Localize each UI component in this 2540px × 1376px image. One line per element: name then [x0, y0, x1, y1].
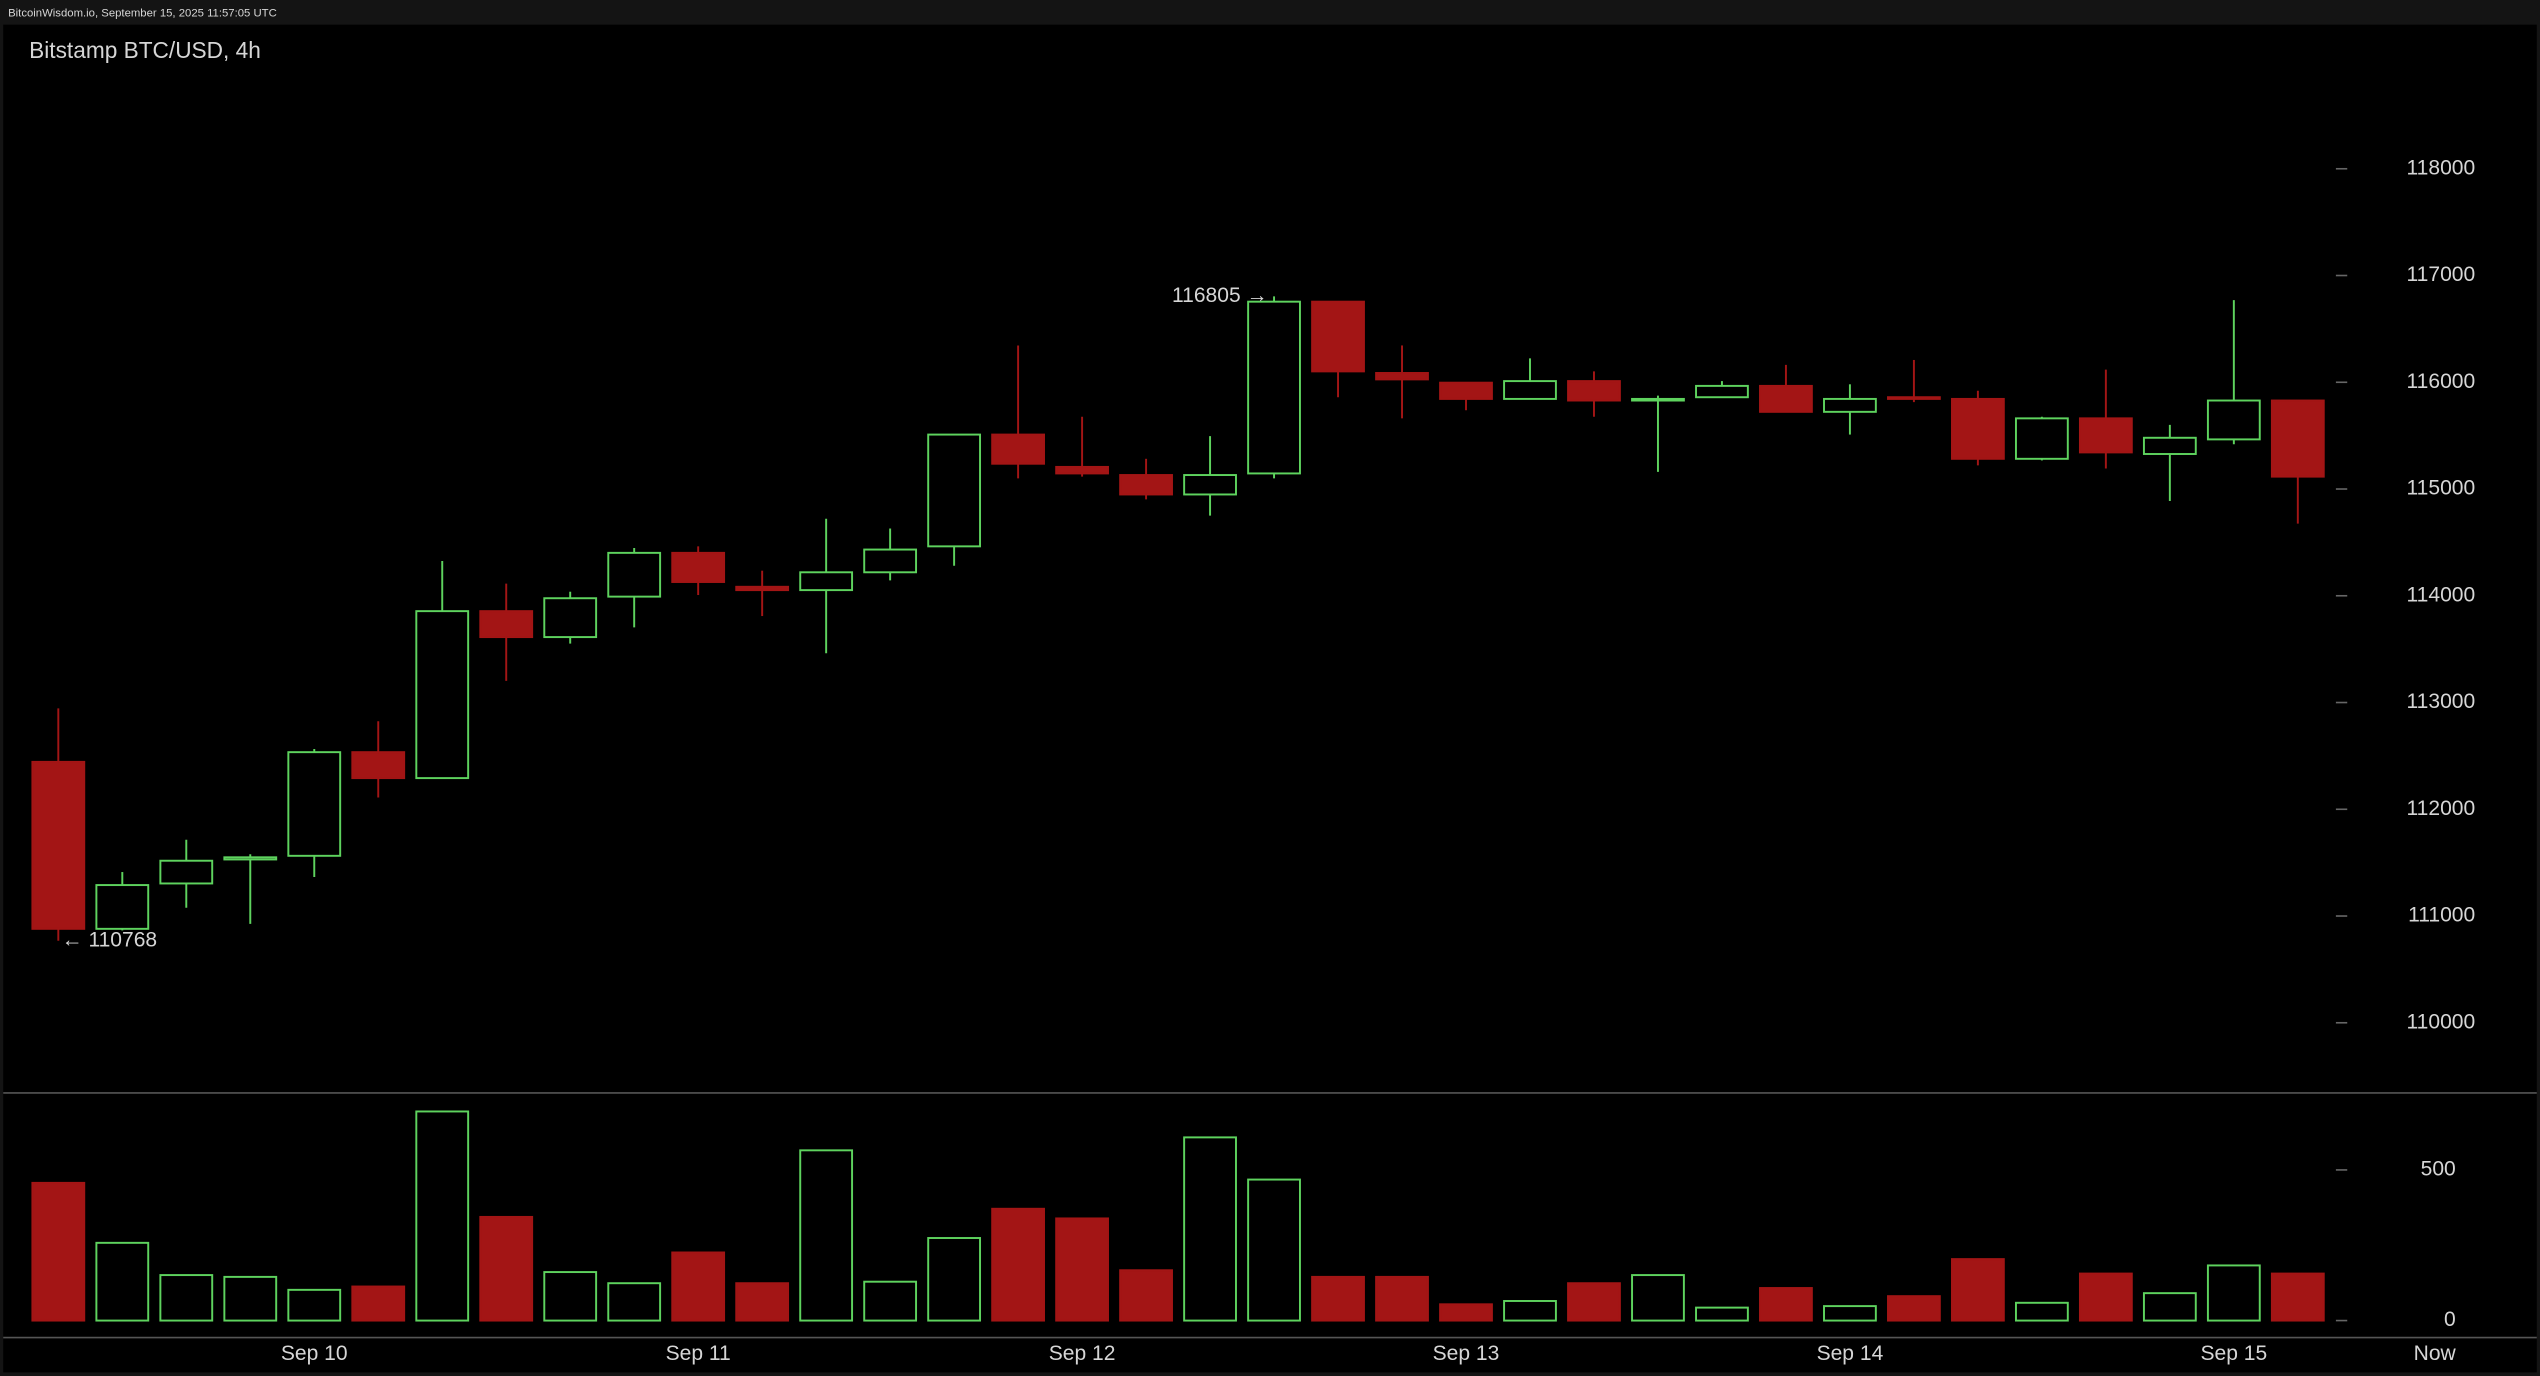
candle-body: [863, 548, 918, 574]
candle-body: [1631, 397, 1685, 402]
candle-body: [1503, 380, 1557, 400]
volume-bar: [2270, 1272, 2325, 1322]
x-tick-label: Sep 13: [1433, 1342, 1500, 1365]
candle-body: [1759, 384, 1813, 413]
volume-bar: [31, 1181, 86, 1322]
candle-body: [1823, 397, 1877, 413]
candle-body: [2270, 399, 2325, 478]
candle-body: [671, 551, 726, 583]
candle-body: [1247, 300, 1301, 475]
volume-tick-label: 500: [2421, 1157, 2456, 1180]
volume-tick-label: 0: [2444, 1308, 2456, 1331]
candle-body: [1375, 372, 1429, 381]
y-tick-label: 111000: [2408, 904, 2475, 927]
y-tick-label: 112000: [2407, 797, 2476, 820]
volume-bar: [287, 1288, 342, 1322]
y-tick-label: 115000: [2407, 477, 2476, 500]
volume-bar: [1247, 1178, 1301, 1322]
volume-bar: [607, 1282, 662, 1322]
volume-bar: [1503, 1300, 1557, 1322]
volume-bar: [1631, 1274, 1685, 1322]
candle-body: [351, 751, 406, 780]
annotation-high: 116805 →: [1172, 284, 1268, 307]
volume-bar: [1311, 1275, 1365, 1322]
volume-bar: [479, 1215, 534, 1322]
candle-body: [1695, 384, 1749, 399]
volume-bar: [863, 1280, 918, 1322]
candle-body: [2142, 436, 2197, 455]
volume-bar: [1951, 1258, 2005, 1322]
volume-bar: [543, 1271, 598, 1322]
volume-bar: [1055, 1217, 1109, 1322]
y-tick-label: 118000: [2407, 156, 2476, 179]
candle-body: [31, 760, 86, 930]
candle-body: [223, 856, 278, 861]
y-tick-label: 114000: [2407, 583, 2476, 606]
x-tick-label: Sep 10: [281, 1342, 348, 1365]
y-tick-label: 113000: [2407, 690, 2476, 713]
candle-body: [287, 751, 342, 857]
candle-body: [991, 433, 1045, 465]
candle-body: [1055, 465, 1109, 475]
volume-bar: [799, 1149, 854, 1322]
candle-body: [1887, 396, 1941, 400]
chart-title: Bitstamp BTC/USD, 4h: [29, 37, 261, 63]
candle-body: [415, 610, 470, 780]
candle-body: [799, 571, 854, 592]
annotation-low: ← 110768: [62, 928, 158, 951]
candle-body: [735, 585, 790, 592]
x-tick-label: Sep 15: [2200, 1342, 2267, 1365]
volume-bar: [1567, 1282, 1621, 1322]
candle-body: [1567, 380, 1621, 402]
candle-body: [1119, 474, 1173, 496]
candle-body: [159, 859, 214, 885]
candle-body: [927, 433, 982, 548]
y-tick-label: 117000: [2407, 263, 2476, 286]
volume-bar: [735, 1282, 790, 1322]
candle-body: [2014, 417, 2069, 460]
volume-bar: [2142, 1292, 2197, 1322]
y-tick-label: 110000: [2407, 1010, 2476, 1033]
volume-bar: [1887, 1295, 1941, 1322]
volume-bar: [223, 1275, 278, 1322]
volume-bar: [2078, 1272, 2133, 1322]
volume-bar: [95, 1241, 150, 1322]
volume-bar: [1759, 1287, 1813, 1322]
candle-body: [95, 884, 150, 930]
volume-bar: [1823, 1305, 1877, 1322]
volume-bar: [671, 1251, 726, 1322]
volume-bar: [1119, 1269, 1173, 1322]
candle-body: [2078, 417, 2133, 454]
volume-bar: [2014, 1301, 2069, 1322]
volume-bar: [991, 1207, 1045, 1322]
candle-body: [543, 597, 598, 639]
volume-bar: [1439, 1303, 1493, 1322]
volume-bar: [1183, 1136, 1237, 1322]
candle-body: [1951, 397, 2005, 460]
candle-body: [2206, 399, 2261, 441]
volume-bar: [1375, 1275, 1429, 1322]
volume-bar: [351, 1285, 406, 1322]
source: BitcoinWisdom.io, September 15, 2025 11:…: [8, 7, 277, 19]
candle-body: [479, 610, 534, 639]
x-tick-label: Sep 14: [1817, 1342, 1884, 1365]
x-tick-label: Sep 12: [1049, 1342, 1116, 1365]
panel: [3, 24, 2537, 1373]
volume-bar: [159, 1274, 214, 1322]
candle-body: [1439, 381, 1493, 400]
candle-body: [1311, 300, 1365, 373]
volume-bar: [927, 1237, 982, 1322]
volume-bar: [415, 1110, 470, 1322]
candle-body: [1183, 474, 1237, 496]
volume-bar: [2206, 1264, 2261, 1322]
y-tick-label: 116000: [2407, 370, 2476, 393]
now-label: Now: [2414, 1342, 2457, 1365]
candle-body: [607, 551, 662, 598]
x-tick-label: Sep 11: [666, 1342, 731, 1365]
volume-bar: [1695, 1306, 1749, 1322]
